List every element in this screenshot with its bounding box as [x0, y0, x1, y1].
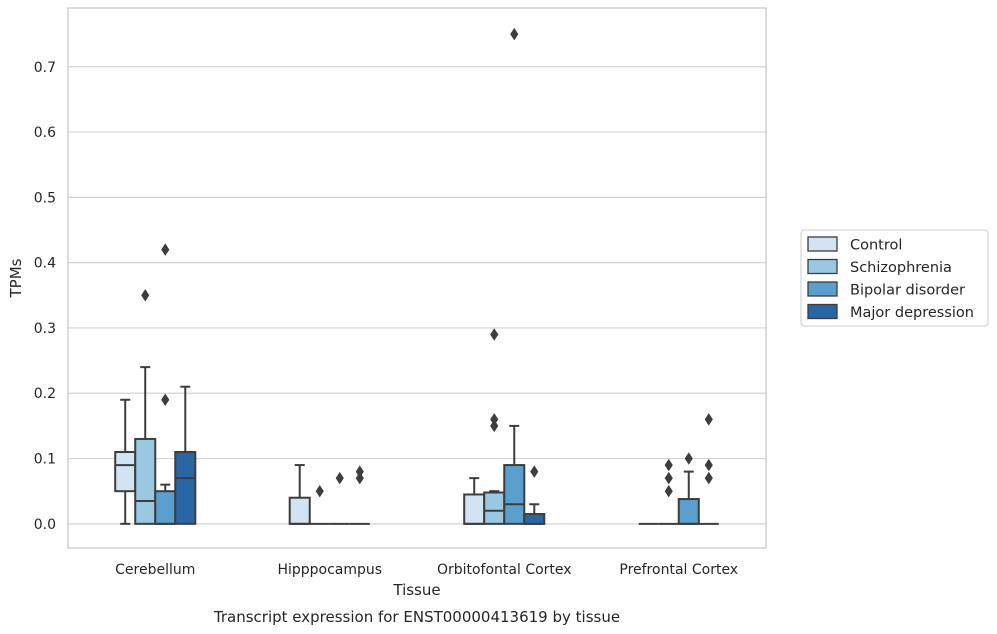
outlier-point — [664, 471, 673, 485]
box-major-depression — [349, 465, 370, 525]
plot-area — [68, 8, 766, 548]
y-tick-label: 0.7 — [34, 60, 56, 76]
box-schizophrenia — [134, 289, 157, 525]
outlier-point — [704, 413, 713, 426]
box-bipolar-disorder — [329, 471, 350, 525]
outlier-point — [530, 465, 539, 478]
legend: Control Schizophrenia Bipolar disorder Majo… — [800, 229, 989, 327]
box-iqr — [523, 513, 546, 525]
box-schizophrenia — [309, 484, 330, 525]
x-tick-label: Hipppocampus — [277, 562, 382, 578]
box-iqr — [483, 491, 506, 525]
outlier-point — [664, 458, 673, 472]
x-tick-label: Cerebellum — [115, 562, 195, 578]
x-tick-label: Prefrontal Cortex — [619, 562, 738, 578]
box-schizophrenia — [483, 328, 506, 525]
box-major-depression — [698, 413, 719, 525]
box-iqr — [154, 490, 177, 525]
legend-swatch — [807, 258, 838, 275]
legend-swatch — [807, 236, 838, 252]
outlier-point — [704, 471, 713, 485]
outlier-point — [355, 471, 364, 485]
box-groups — [114, 27, 719, 525]
box-iqr — [174, 451, 197, 525]
outlier-point — [684, 452, 693, 465]
legend-frame — [800, 229, 989, 327]
box-major-depression — [174, 385, 197, 525]
box-iqr — [463, 493, 486, 525]
y-tick-label: 0.2 — [34, 386, 56, 402]
chart-caption: Transcript expression for ENST0000041361… — [213, 608, 620, 626]
outlier-point — [315, 484, 324, 498]
outlier-point — [510, 27, 519, 41]
outlier-point — [664, 484, 673, 498]
outlier-point — [161, 243, 170, 256]
y-axis-title: TPMs — [7, 258, 25, 298]
y-tick-label: 0.1 — [34, 452, 56, 468]
legend-label: Bipolar disorder — [850, 283, 965, 299]
y-tick-labels: 0.0 0.1 0.2 0.3 0.4 0.5 0.6 0.7 — [34, 60, 56, 533]
y-tick-label: 0.5 — [34, 190, 56, 206]
legend-label: Control — [850, 238, 902, 254]
x-tick-label: Orbitofontal Cortex — [437, 562, 572, 578]
box-iqr — [677, 498, 700, 525]
outlier-point — [141, 289, 150, 302]
box-control — [288, 464, 311, 525]
legend-label: Major depression — [850, 305, 974, 321]
box-iqr — [503, 464, 526, 525]
box-major-depression — [523, 465, 546, 525]
outlier-point — [161, 393, 170, 407]
x-tick-labels: Cerebellum Hipppocampus Orbitofontal Corte… — [115, 562, 738, 578]
plot-frame — [67, 7, 767, 549]
legend-swatch — [807, 303, 838, 320]
box-bipolar-disorder — [503, 27, 526, 525]
box-control — [114, 398, 137, 525]
box-bipolar-disorder — [677, 452, 700, 525]
box-iqr — [114, 451, 137, 493]
outlier-point — [335, 471, 344, 485]
box-schizophrenia — [658, 458, 679, 525]
y-tick-label: 0.3 — [34, 321, 56, 337]
x-axis-title: Tissue — [392, 581, 440, 599]
box-iqr — [134, 437, 157, 525]
outlier-point — [704, 458, 713, 472]
outlier-point — [490, 328, 499, 341]
y-tick-label: 0.4 — [34, 256, 56, 272]
outlier-point — [490, 419, 499, 433]
y-tick-label: 0.6 — [34, 125, 56, 141]
box-iqr — [288, 496, 311, 525]
y-tick-label: 0.0 — [34, 517, 56, 533]
legend-label: Schizophrenia — [850, 260, 952, 276]
legend-swatch — [807, 281, 838, 297]
